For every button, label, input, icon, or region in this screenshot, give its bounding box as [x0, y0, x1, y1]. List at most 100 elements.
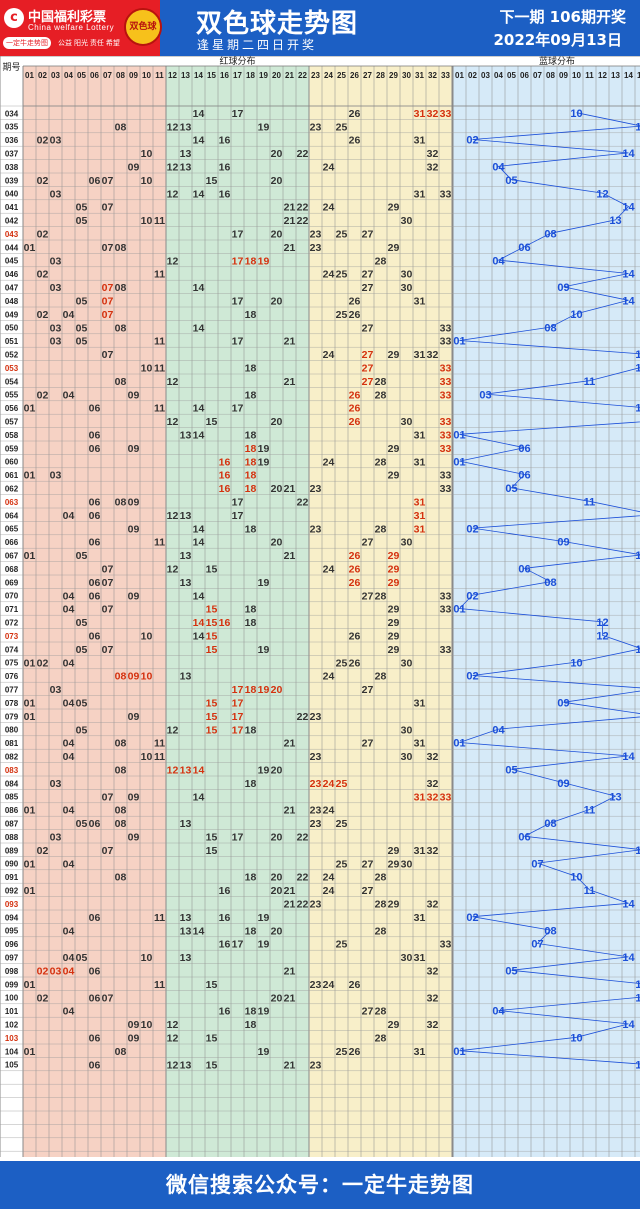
blue-ball: 10 — [570, 309, 582, 321]
red-ball: 06 — [89, 966, 101, 978]
red-ball: 16 — [219, 483, 231, 495]
issue-number: 065 — [5, 525, 19, 534]
red-ball: 26 — [349, 108, 361, 120]
red-ball: 32 — [427, 992, 439, 1004]
red-zone-1-bg — [23, 66, 166, 1157]
red-ball: 19 — [258, 1006, 270, 1018]
blue-ball: 15 — [635, 363, 640, 375]
red-ball: 12 — [167, 1019, 179, 1031]
red-ball: 05 — [76, 952, 88, 964]
red-ball: 13 — [180, 925, 192, 937]
red-ball: 17 — [232, 510, 244, 522]
red-ball: 25 — [336, 657, 348, 669]
red-ball: 17 — [232, 939, 244, 951]
red-ball: 09 — [128, 389, 140, 401]
blue-column-label: 14 — [624, 71, 633, 80]
red-ball: 18 — [245, 1006, 257, 1018]
issue-number: 071 — [5, 605, 19, 614]
red-ball: 23 — [310, 1059, 322, 1071]
red-ball: 33 — [440, 483, 452, 495]
red-ball: 14 — [193, 765, 205, 777]
red-ball: 27 — [362, 537, 374, 549]
red-ball: 31 — [414, 188, 426, 200]
issue-number: 054 — [5, 377, 19, 386]
red-ball: 16 — [219, 939, 231, 951]
red-ball: 17 — [232, 724, 244, 736]
red-ball: 05 — [76, 617, 88, 629]
red-ball: 07 — [102, 349, 114, 361]
issue-number: 059 — [5, 444, 19, 453]
red-ball: 20 — [271, 992, 283, 1004]
red-ball: 30 — [401, 952, 413, 964]
red-ball: 33 — [440, 791, 452, 803]
red-column-label: 32 — [428, 71, 437, 80]
red-ball: 33 — [440, 416, 452, 428]
red-column-label: 24 — [324, 71, 333, 80]
red-column-label: 21 — [285, 71, 294, 80]
blue-ball: 04 — [492, 162, 505, 174]
red-ball: 06 — [89, 1033, 101, 1045]
blue-ball: 14 — [622, 952, 635, 964]
blue-ball: 15 — [635, 992, 640, 1004]
red-ball: 21 — [284, 966, 296, 978]
red-ball: 26 — [349, 631, 361, 643]
issue-number: 058 — [5, 431, 19, 440]
red-ball: 18 — [245, 604, 257, 616]
red-ball: 12 — [167, 765, 179, 777]
issue-number: 050 — [5, 324, 19, 333]
red-ball: 28 — [375, 590, 387, 602]
red-ball: 14 — [193, 590, 205, 602]
blue-ball: 05 — [505, 483, 517, 495]
red-ball: 30 — [401, 416, 413, 428]
red-ball: 33 — [440, 363, 452, 375]
red-ball: 26 — [349, 135, 361, 147]
red-ball: 06 — [89, 510, 101, 522]
issue-number: 081 — [5, 739, 19, 748]
red-ball: 32 — [427, 349, 439, 361]
blue-ball: 06 — [518, 832, 530, 844]
red-ball: 17 — [232, 698, 244, 710]
red-ball: 15 — [206, 617, 218, 629]
blue-column-label: 07 — [533, 71, 542, 80]
red-ball: 20 — [271, 148, 283, 160]
red-ball: 14 — [193, 523, 205, 535]
blue-ball: 06 — [518, 443, 530, 455]
red-ball: 31 — [414, 456, 426, 468]
issue-number: 055 — [5, 391, 19, 400]
red-column-label: 14 — [194, 71, 203, 80]
issue-number: 100 — [5, 994, 19, 1003]
red-ball: 13 — [180, 1059, 192, 1071]
red-ball: 21 — [284, 376, 296, 388]
blue-ball: 09 — [557, 537, 569, 549]
red-ball: 27 — [362, 1006, 374, 1018]
blue-ball: 02 — [466, 912, 478, 924]
red-ball: 05 — [76, 322, 88, 334]
red-ball: 23 — [310, 805, 322, 817]
red-ball: 13 — [180, 121, 192, 133]
issue-number: 104 — [5, 1047, 19, 1056]
issue-number: 057 — [5, 418, 19, 427]
red-ball: 04 — [63, 604, 75, 616]
red-ball: 07 — [102, 791, 114, 803]
red-ball: 30 — [401, 724, 413, 736]
red-ball: 21 — [284, 483, 296, 495]
red-ball: 19 — [258, 121, 270, 133]
red-column-label: 12 — [168, 71, 177, 80]
red-ball: 18 — [245, 778, 257, 790]
red-ball: 13 — [180, 818, 192, 830]
red-ball: 09 — [128, 523, 140, 535]
red-ball: 04 — [63, 510, 75, 522]
red-ball: 32 — [427, 899, 439, 911]
issue-number: 052 — [5, 351, 19, 360]
red-ball: 06 — [89, 430, 101, 442]
issue-number: 098 — [5, 967, 19, 976]
red-column-label: 33 — [441, 71, 450, 80]
blue-ball: 14 — [622, 751, 635, 763]
issue-header: 期号 — [2, 62, 20, 72]
red-ball: 25 — [336, 858, 348, 870]
red-ball: 31 — [414, 108, 426, 120]
red-ball: 10 — [141, 631, 153, 643]
page-subtitle: 逢星期二四日开奖 — [197, 38, 318, 52]
red-ball: 20 — [271, 416, 283, 428]
red-ball: 27 — [362, 376, 374, 388]
